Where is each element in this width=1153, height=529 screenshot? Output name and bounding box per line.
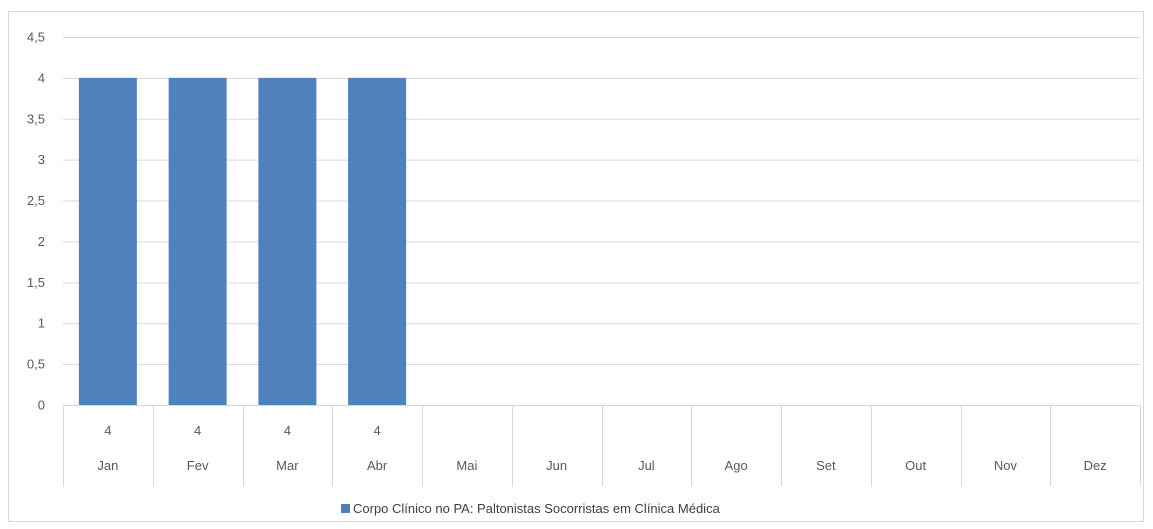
category-label-mai: Mai [456, 458, 477, 473]
y-tick-label: 0,5 [27, 357, 45, 372]
category-label-jul: Jul [638, 458, 655, 473]
y-tick-label: 0 [38, 398, 45, 413]
category-label-jan: Jan [97, 458, 118, 473]
table-value-mar: 4 [284, 423, 291, 438]
bars [78, 77, 407, 405]
category-label-mar: Mar [276, 458, 299, 473]
bar-fev [168, 77, 227, 405]
bar-jan [78, 77, 137, 405]
category-label-nov: Nov [994, 458, 1018, 473]
legend-swatch [341, 504, 350, 513]
category-label-out: Out [905, 458, 926, 473]
table-value-fev: 4 [194, 423, 201, 438]
legend: Corpo Clínico no PA: Paltonistas Socorri… [341, 501, 721, 516]
category-label-fev: Fev [187, 458, 209, 473]
category-label-set: Set [816, 458, 836, 473]
bar-abr [348, 77, 407, 405]
y-tick-label: 4 [38, 70, 45, 85]
table-value-jan: 4 [104, 423, 111, 438]
category-label-dez: Dez [1084, 458, 1107, 473]
gridlines [63, 37, 1140, 406]
category-label-jun: Jun [546, 458, 567, 473]
y-tick-label: 1 [38, 316, 45, 331]
data-table: 4 Jan 4 Fev 4 Mar 4 Abr Mai Jun Jul Ago Set Out Nov Dez [63, 405, 1141, 486]
y-tick-label: 2,5 [27, 193, 45, 208]
y-tick-label: 3,5 [27, 111, 45, 126]
legend-label: Corpo Clínico no PA: Paltonistas Socorri… [353, 501, 721, 516]
y-tick-label: 3 [38, 152, 45, 167]
table-value-abr: 4 [374, 423, 381, 438]
bar-mar [258, 77, 317, 405]
y-tick-label: 2 [38, 234, 45, 249]
y-axis-ticks: 0 0,5 1 1,5 2 2,5 3 3,5 4 4,5 [27, 30, 45, 413]
y-tick-label: 4,5 [27, 30, 45, 45]
category-label-ago: Ago [725, 458, 748, 473]
y-tick-label: 1,5 [27, 275, 45, 290]
category-label-abr: Abr [367, 458, 388, 473]
